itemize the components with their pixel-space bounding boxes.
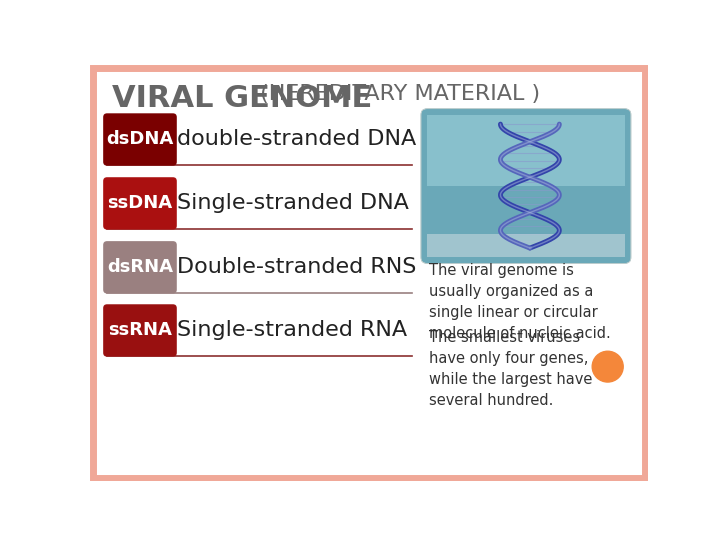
Text: double-stranded DNA: double-stranded DNA (177, 130, 416, 150)
Circle shape (593, 351, 624, 382)
FancyBboxPatch shape (103, 113, 177, 166)
Text: Single-stranded DNA: Single-stranded DNA (177, 193, 409, 213)
FancyBboxPatch shape (421, 109, 631, 264)
FancyBboxPatch shape (103, 304, 177, 356)
Text: Single-stranded RNA: Single-stranded RNA (177, 320, 407, 340)
Text: Double-stranded RNS: Double-stranded RNS (177, 258, 416, 278)
Text: The smallest viruses
have only four genes,
while the largest have
several hundre: The smallest viruses have only four gene… (429, 330, 593, 408)
FancyBboxPatch shape (103, 241, 177, 294)
Text: VIRAL GENOME: VIRAL GENOME (112, 84, 372, 113)
Text: The viral genome is
usually organized as a
single linear or circular
molecule of: The viral genome is usually organized as… (429, 262, 611, 341)
Text: dsDNA: dsDNA (107, 131, 174, 149)
FancyBboxPatch shape (427, 115, 625, 186)
Text: ssRNA: ssRNA (108, 321, 172, 340)
Text: (HEREDITARY MATERIAL ): (HEREDITARY MATERIAL ) (253, 84, 540, 104)
Text: ssDNA: ssDNA (107, 194, 173, 212)
Text: dsRNA: dsRNA (107, 258, 173, 276)
FancyBboxPatch shape (427, 234, 625, 257)
FancyBboxPatch shape (103, 177, 177, 230)
